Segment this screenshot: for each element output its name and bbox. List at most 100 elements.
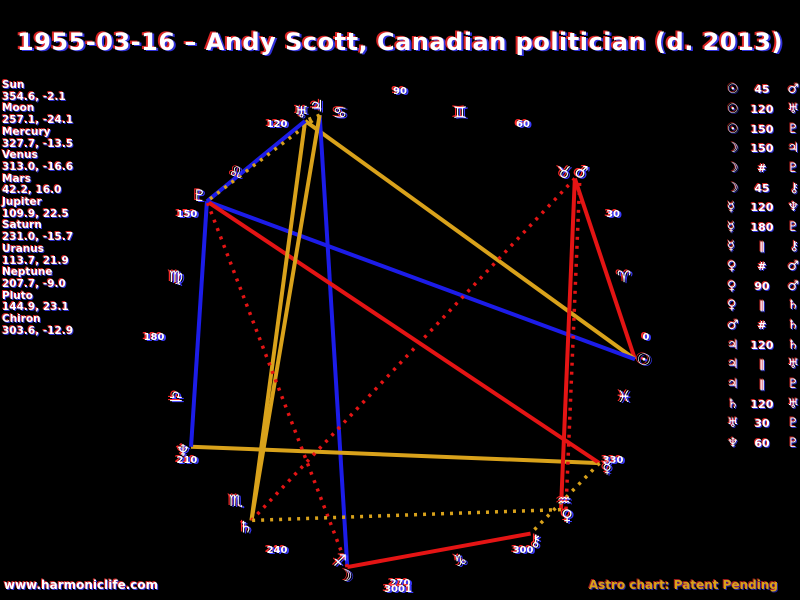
svg-text:240: 240 — [267, 545, 288, 556]
planet-position-value: 257.1, -24.1 — [2, 114, 74, 127]
planet-glyph-jupiter: ♃ — [727, 357, 739, 373]
aspect-row-uranus-pluto: ♅ 30 ♇ — [727, 414, 799, 434]
planet-glyph-venus: ♀ — [727, 259, 737, 275]
aspect-value: 30 — [754, 417, 770, 431]
aspect-row-venus-saturn: ♀ ∥ ♄ — [727, 296, 799, 316]
aspect-row-venus-mars: ♀ # ♂ — [727, 257, 799, 277]
svg-text:90: 90 — [391, 85, 405, 96]
svg-text:♏: ♏ — [227, 490, 241, 509]
svg-text:60: 60 — [514, 118, 528, 129]
aspect-line-neptune-pluto-60 — [189, 201, 209, 447]
planet-glyph-sun: ☉ — [727, 82, 739, 98]
svg-text:150: 150 — [175, 208, 196, 219]
svg-text:♋: ♋ — [335, 104, 349, 123]
credit-text: Astro chart: Patent Pending — [588, 578, 778, 592]
planet-position-value: 109.9, 22.5 — [2, 207, 69, 220]
planet-name: Chiron — [2, 313, 41, 326]
aspect-row-jupiter-pluto: ♃ ∥ ♇ — [727, 375, 799, 395]
planet-glyph-venus: ♀ — [727, 278, 737, 294]
watermark-url: www.harmoniclife.com — [4, 578, 159, 592]
svg-text:330: 330 — [603, 455, 624, 466]
aspect-line-venus-saturn-parallel — [251, 507, 562, 523]
svg-text:♊: ♊ — [455, 104, 469, 123]
aspect-line-jupiter-pluto-parallel — [205, 113, 321, 203]
aspect-row-moon-chiron: ☽ 45 ⚷ — [727, 178, 799, 198]
svg-text:210: 210 — [179, 456, 200, 467]
zodiac-glyph-libra: ♎♎♎ — [167, 386, 185, 407]
planet-glyph-pluto: ♇ — [787, 160, 799, 176]
svg-text:270: 270 — [392, 579, 413, 590]
aspect-row-moon-pluto: ☽ # ♇ — [727, 159, 799, 179]
svg-text:3001: 3001 — [384, 584, 412, 595]
aspect-value: # — [757, 260, 767, 274]
planet-glyph-pluto: ♇ — [787, 416, 799, 432]
wheel-planet-glyph-saturn: ♄♄♄ — [237, 516, 255, 537]
svg-text:♈: ♈ — [615, 266, 629, 285]
svg-text:♅: ♅ — [292, 102, 306, 121]
svg-text:♀: ♀ — [559, 505, 571, 524]
wheel-planet-glyph-pluto: ♇♇♇ — [190, 185, 208, 206]
planet-position-value: 42.2, 16.0 — [2, 184, 62, 197]
aspect-row-mercury-neptune: ☿ 120 ♆ — [727, 198, 799, 218]
aspect-value: 45 — [754, 83, 770, 97]
planet-glyph-pluto: ♇ — [787, 121, 799, 137]
page-title: 1955-03-16 – Andy Scott, Canadian politi… — [17, 28, 783, 56]
zodiac-glyph-aries: ♈♈♈ — [615, 266, 633, 287]
svg-text:240: 240 — [265, 544, 286, 555]
aspect-value: 150 — [750, 142, 774, 156]
aspect-row-sun-mars: ☉ 45 ♂ — [727, 80, 799, 100]
wheel-planet-glyph-mercury: ☿☿☿ — [600, 457, 614, 478]
svg-text:☽: ☽ — [338, 566, 352, 585]
planet-position-value: 327.7, -13.5 — [2, 137, 74, 150]
planet-name: Jupiter — [2, 196, 42, 209]
aspect-line-mars-saturn-contraparallel — [250, 177, 577, 522]
aspect-row-neptune-pluto: ♆ 60 ♇ — [727, 434, 799, 454]
planet-glyph-chiron: ⚷ — [789, 180, 799, 196]
wheel-planet-glyph-sun: ☉☉☉ — [635, 349, 653, 370]
svg-text:♅: ♅ — [294, 103, 308, 122]
svg-text:60: 60 — [516, 119, 530, 130]
svg-text:♊: ♊ — [453, 103, 467, 122]
aspect-line-sun-mars-45 — [572, 177, 637, 360]
aspect-line-moon-jupiter-150 — [317, 114, 350, 568]
svg-text:270: 270 — [390, 578, 411, 589]
planet-glyph-uranus: ♅ — [787, 357, 799, 373]
planet-glyph-mercury: ☿ — [727, 200, 735, 216]
svg-text:♒: ♒ — [555, 490, 569, 509]
svg-text:☉: ☉ — [637, 350, 651, 369]
svg-text:♏: ♏ — [229, 491, 243, 510]
svg-text:♇: ♇ — [194, 187, 208, 206]
zodiac-glyph-leo: ♌♌♌ — [227, 162, 245, 183]
planet-position-value: 113.7, 21.9 — [2, 254, 69, 267]
aspect-value: ∥ — [759, 240, 765, 254]
svg-text:330: 330 — [605, 456, 626, 467]
svg-text:♓: ♓ — [619, 388, 633, 407]
planet-name: Sun — [2, 79, 25, 91]
planet-glyph-mercury: ☿ — [727, 239, 735, 255]
aspect-line-moon-pluto-contraparallel — [205, 200, 349, 568]
svg-text:♑: ♑ — [451, 550, 465, 569]
svg-text:300: 300 — [513, 545, 534, 556]
svg-text:210: 210 — [175, 454, 196, 465]
aspect-line-uranus-pluto-30 — [205, 119, 307, 203]
planet-glyph-pluto: ♇ — [787, 435, 799, 451]
aspect-table: ☉ 45 ♂ ☉ 120 ♅ ☉ 150 ♇ ☽ 150 ♃ ☽ # ♇ ☽ 45 ⚷ ☿ 120 ♆ ☿ 180 ♇ ☿ ∥ ⚷ ♀… — [727, 80, 799, 453]
planet-glyph-mars: ♂ — [727, 318, 739, 333]
svg-text:⚷: ⚷ — [532, 532, 544, 551]
planet-glyph-saturn: ♄ — [787, 298, 799, 314]
wheel-planet-glyph-mars: ♂♂♂ — [572, 161, 590, 182]
aspect-line-sun-uranus-120 — [303, 119, 637, 361]
svg-text:0: 0 — [641, 331, 648, 342]
planet-glyph-pluto: ♇ — [787, 376, 799, 392]
svg-text:♎: ♎ — [169, 387, 183, 406]
wheel-planet-glyph-chiron: ⚷⚷⚷ — [528, 530, 544, 551]
planet-name: Saturn — [2, 219, 42, 232]
svg-text:♈: ♈ — [617, 267, 631, 286]
svg-text:240: 240 — [269, 546, 290, 557]
aspect-line-mercury-pluto-180 — [205, 199, 601, 465]
